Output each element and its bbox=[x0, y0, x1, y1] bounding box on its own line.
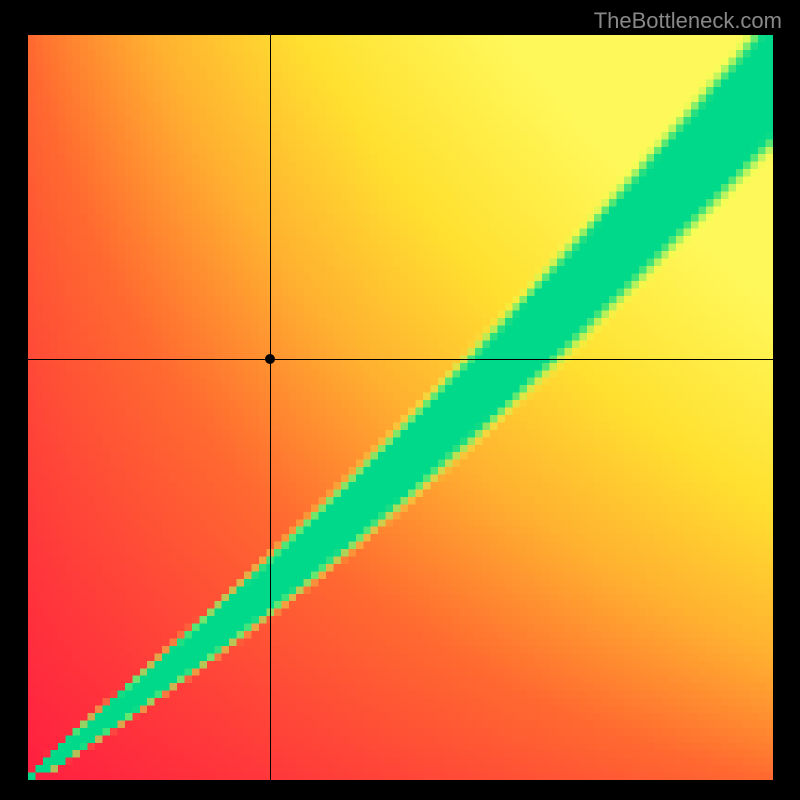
crosshair-vertical bbox=[270, 35, 271, 780]
heatmap-canvas bbox=[28, 35, 773, 780]
crosshair-horizontal bbox=[28, 359, 773, 360]
marker-dot bbox=[265, 354, 275, 364]
watermark-text: TheBottleneck.com bbox=[594, 8, 782, 34]
heatmap-plot bbox=[28, 35, 773, 780]
